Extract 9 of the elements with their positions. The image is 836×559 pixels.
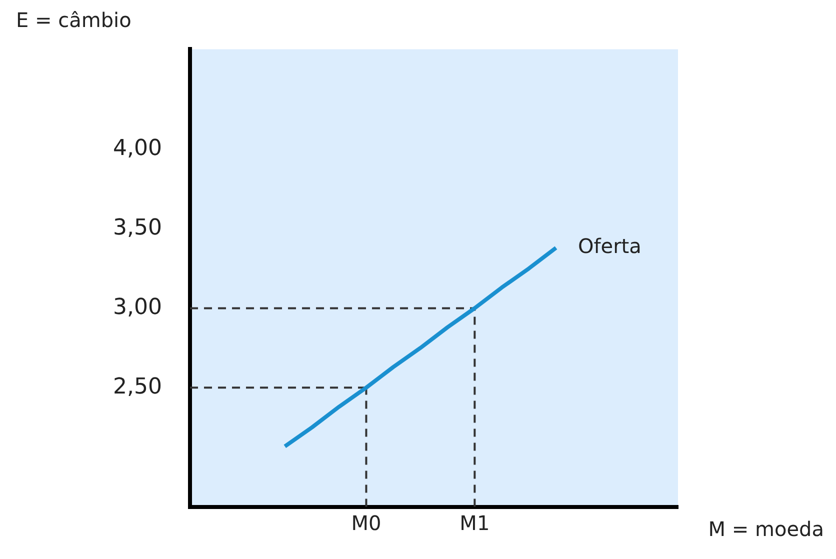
y-axis-title: E = câmbio (16, 8, 132, 32)
y-tick-label: 2,50 (113, 374, 162, 400)
series-label: Oferta (578, 234, 642, 258)
x-axis-title: M = moeda (708, 517, 824, 542)
x-tick-label: M1 (460, 511, 490, 536)
y-tick-label: 3,00 (113, 294, 162, 320)
y-tick-label: 3,50 (113, 215, 162, 240)
x-tick-label: M0 (351, 511, 382, 536)
y-tick-label: 4,00 (113, 136, 162, 162)
